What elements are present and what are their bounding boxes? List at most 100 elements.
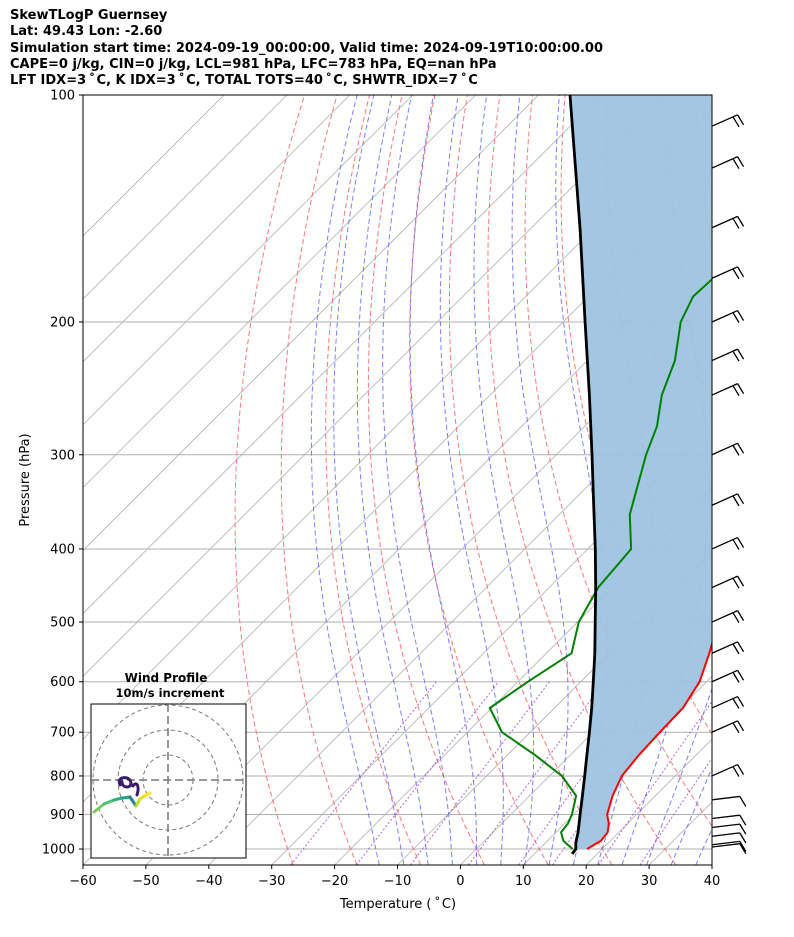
chart-title: SkewTLogP Guernsey — [10, 8, 168, 23]
barb-feather — [732, 385, 740, 397]
wind-barb — [711, 641, 745, 655]
wind-barb — [711, 840, 747, 852]
moist-adiabat — [473, 95, 535, 865]
x-tick-label: −60 — [69, 874, 96, 889]
moist-adiabat — [333, 95, 405, 865]
barb-feather — [737, 310, 745, 321]
wind-barb — [711, 814, 747, 826]
mixing-ratio-line — [639, 757, 712, 865]
dry-adiabat — [367, 95, 485, 865]
dry-adiabat — [761, 95, 794, 865]
isotherm-line — [397, 549, 712, 865]
barb-feather — [737, 443, 745, 454]
barb-feather — [732, 672, 740, 683]
isotherm-line — [83, 95, 225, 237]
barb-feather — [732, 643, 740, 655]
isotherm-line — [83, 95, 351, 363]
wind-barbs — [711, 114, 747, 855]
barb-staff — [711, 610, 738, 623]
barb-staff — [711, 114, 738, 127]
moist-adiabat — [382, 95, 453, 865]
barb-staff — [711, 832, 740, 837]
barb-staff — [711, 575, 738, 589]
wind-barb — [711, 266, 745, 280]
indices-line-1: CAPE=0 j/kg, CIN=0 j/kg, LCL=981 hPa, LF… — [10, 56, 497, 72]
barb-feather — [737, 493, 745, 505]
barb-feather — [732, 312, 740, 323]
y-tick-label: 600 — [50, 675, 75, 690]
barb-feather — [739, 796, 747, 807]
barb-staff — [711, 442, 738, 456]
mixing-ratio-line — [290, 681, 437, 865]
barb-staff — [711, 641, 738, 654]
wind-barb — [711, 215, 745, 229]
dry-adiabat — [487, 95, 677, 865]
barb-staff — [711, 493, 738, 506]
hodograph-trace — [144, 791, 152, 797]
dry-adiabat — [325, 95, 422, 865]
mixing-ratio-line — [597, 700, 712, 865]
barb-feather — [739, 823, 747, 835]
y-tick-label: 1000 — [42, 843, 75, 858]
barb-feather — [732, 158, 740, 170]
moist-adiabat — [356, 95, 429, 865]
barb-staff — [711, 156, 738, 169]
barb-feather — [737, 383, 745, 394]
isotherm-line — [83, 95, 602, 614]
time-line: Simulation start time: 2024-09-19_00:00:… — [10, 40, 603, 56]
y-tick-label: 900 — [50, 808, 75, 823]
wind-barb — [711, 763, 745, 777]
barb-staff — [711, 215, 738, 229]
isotherm-line — [83, 95, 476, 489]
barb-staff — [711, 720, 738, 733]
wind-barb — [711, 114, 745, 128]
wind-barb — [711, 536, 745, 550]
barb-staff — [711, 309, 738, 323]
hodograph-inset: Wind Profile 10m/s increment — [90, 671, 247, 859]
barb-staff — [711, 383, 738, 396]
isotherm-line — [83, 95, 665, 677]
x-tick-label: 30 — [641, 874, 658, 889]
wind-barb — [711, 843, 747, 855]
wind-barb — [711, 610, 745, 623]
barb-feather — [737, 575, 745, 587]
wind-barb — [711, 442, 745, 456]
wind-barb — [711, 823, 747, 835]
y-tick-label: 700 — [50, 726, 75, 741]
profile-lines-layer — [488, 95, 712, 855]
wind-barb — [711, 669, 745, 683]
hodograph-trace — [128, 795, 138, 808]
dewpoint-line — [488, 277, 712, 850]
barb-staff — [711, 348, 738, 362]
barb-feather — [737, 537, 745, 548]
moist-adiabat — [409, 95, 478, 865]
barb-feather — [732, 268, 740, 280]
barb-staff — [711, 536, 738, 550]
temperature-line — [586, 640, 712, 850]
barb-feather — [737, 720, 745, 732]
x-tick-label: −20 — [321, 874, 348, 889]
barb-feather — [732, 445, 740, 456]
wind-barb — [711, 348, 745, 362]
chart-header: SkewTLogP Guernsey Lat: 49.43 Lon: -2.60… — [10, 8, 603, 89]
barb-feather — [737, 610, 745, 621]
barb-feather — [739, 843, 747, 855]
isotherm-line — [271, 424, 712, 865]
hodograph-trace — [92, 802, 106, 814]
barb-staff — [711, 795, 740, 801]
barb-feather — [732, 577, 740, 589]
isotherm-line — [334, 487, 712, 865]
barb-feather — [737, 696, 745, 707]
barb-staff — [711, 695, 738, 709]
barb-feather — [732, 495, 740, 507]
barb-feather — [739, 841, 747, 852]
y-tick-label: 200 — [50, 315, 75, 330]
barb-feather — [737, 266, 745, 278]
x-tick-label: −40 — [195, 874, 222, 889]
barb-feather — [737, 348, 745, 360]
wind-barb — [711, 493, 745, 507]
barb-feather — [739, 832, 747, 844]
x-tick-label: 20 — [578, 874, 595, 889]
x-tick-label: −50 — [132, 874, 159, 889]
dry-adiabat — [448, 95, 613, 865]
